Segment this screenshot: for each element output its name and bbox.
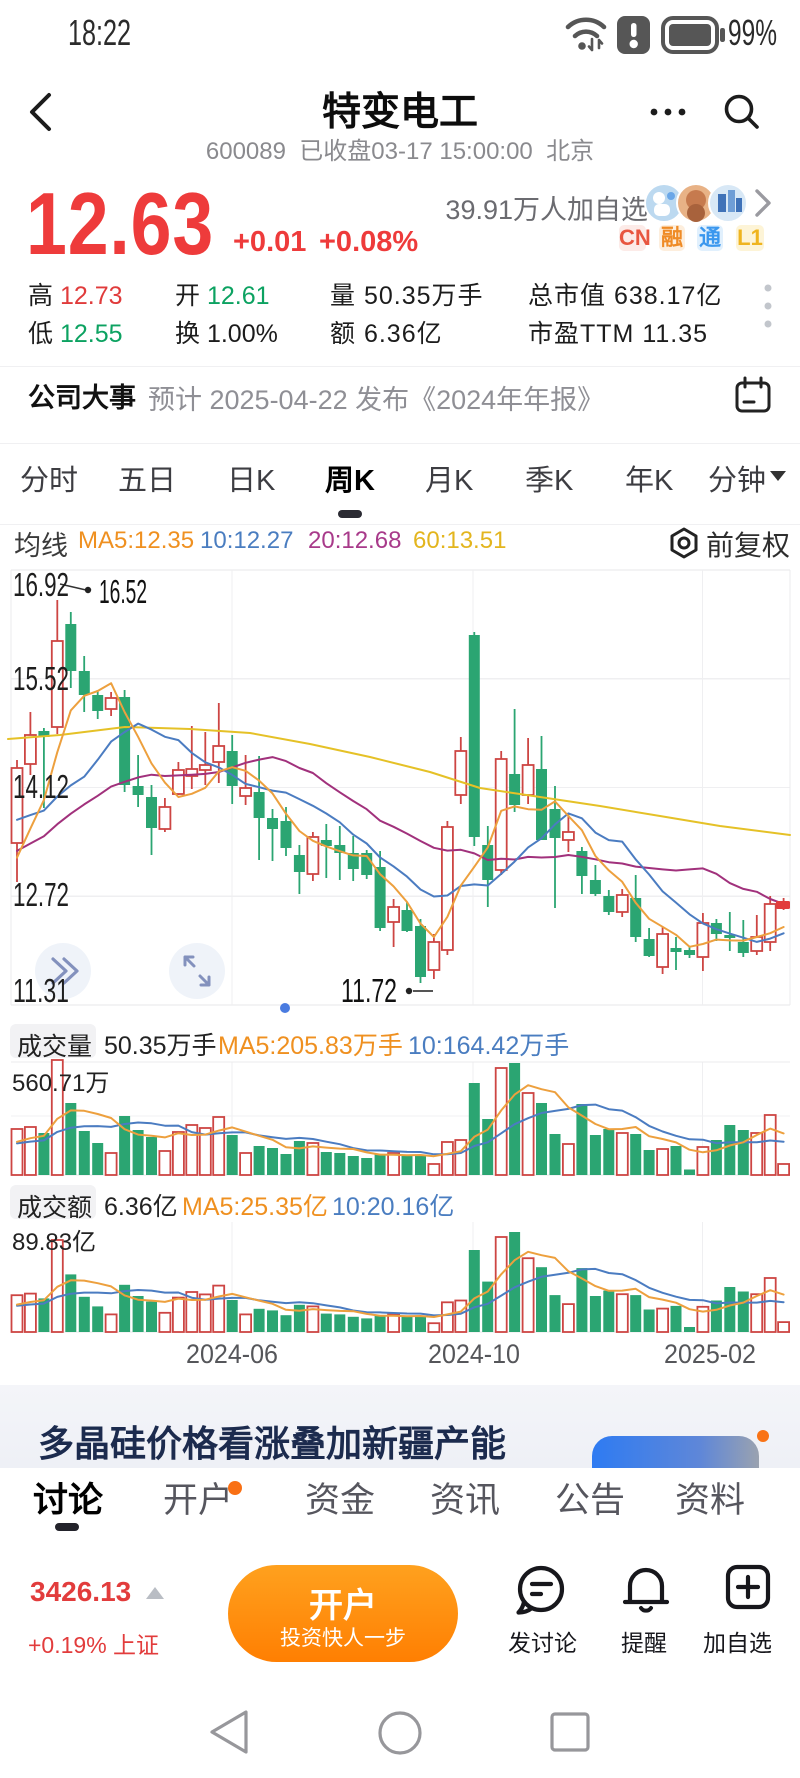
svg-text:16.92: 16.92	[13, 566, 69, 603]
svg-text:11.72: 11.72	[341, 972, 397, 1009]
svg-text:16.52: 16.52	[99, 573, 147, 610]
svg-text:11.31: 11.31	[13, 972, 69, 1009]
svg-text:14.12: 14.12	[13, 768, 69, 805]
svg-text:2024-06: 2024-06	[186, 1339, 278, 1369]
svg-text:15.52: 15.52	[13, 660, 69, 697]
svg-text:2024-10: 2024-10	[428, 1339, 520, 1369]
svg-text:2025-02: 2025-02	[664, 1339, 756, 1369]
svg-text:12.72: 12.72	[13, 876, 69, 913]
